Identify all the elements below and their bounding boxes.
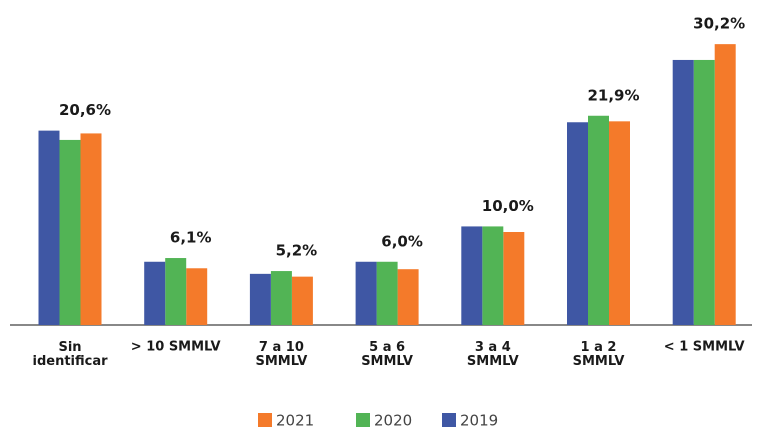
- bar: [186, 268, 208, 325]
- value-label: 10,0%: [482, 197, 534, 215]
- bar: [567, 122, 588, 325]
- x-tick-label: 7 a 10 SMMLV: [256, 340, 308, 369]
- bar: [38, 130, 60, 325]
- value-label: 6,1%: [170, 229, 212, 247]
- bar: [482, 226, 504, 325]
- legend-swatch: [442, 413, 456, 427]
- legend-swatch: [258, 413, 272, 427]
- legend-swatch: [356, 413, 370, 427]
- legend-label: 2019: [460, 412, 498, 428]
- bar: [461, 226, 483, 325]
- bar: [249, 273, 271, 325]
- bar: [503, 232, 525, 325]
- bar: [397, 269, 419, 325]
- bar: [672, 59, 694, 325]
- x-tick-label: < 1 SMMLV: [664, 340, 745, 355]
- bar: [165, 258, 187, 325]
- bar: [588, 115, 609, 325]
- bar: [376, 261, 398, 325]
- bar: [609, 121, 630, 325]
- x-tick-label: 3 a 4 SMMLV: [467, 340, 519, 369]
- x-tick-label: > 10 SMMLV: [131, 340, 221, 355]
- bar: [714, 44, 736, 325]
- bar: [291, 276, 313, 325]
- bar: [270, 271, 292, 325]
- x-tick-label: 1 a 2 SMMLV: [573, 340, 625, 369]
- bar: [80, 133, 102, 325]
- bar: [693, 59, 715, 325]
- x-tick-label: Sin identificar: [32, 340, 108, 369]
- bar: [355, 261, 377, 325]
- bar: [59, 139, 81, 325]
- bar: [144, 261, 166, 325]
- legend-label: 2020: [374, 412, 412, 428]
- x-tick-label: 5 a 6 SMMLV: [361, 340, 413, 369]
- value-label: 21,9%: [587, 86, 639, 104]
- value-label: 20,6%: [59, 101, 111, 119]
- value-label: 30,2%: [693, 15, 745, 33]
- legend-label: 2021: [276, 412, 314, 428]
- value-label: 5,2%: [276, 242, 318, 260]
- value-label: 6,0%: [381, 232, 423, 250]
